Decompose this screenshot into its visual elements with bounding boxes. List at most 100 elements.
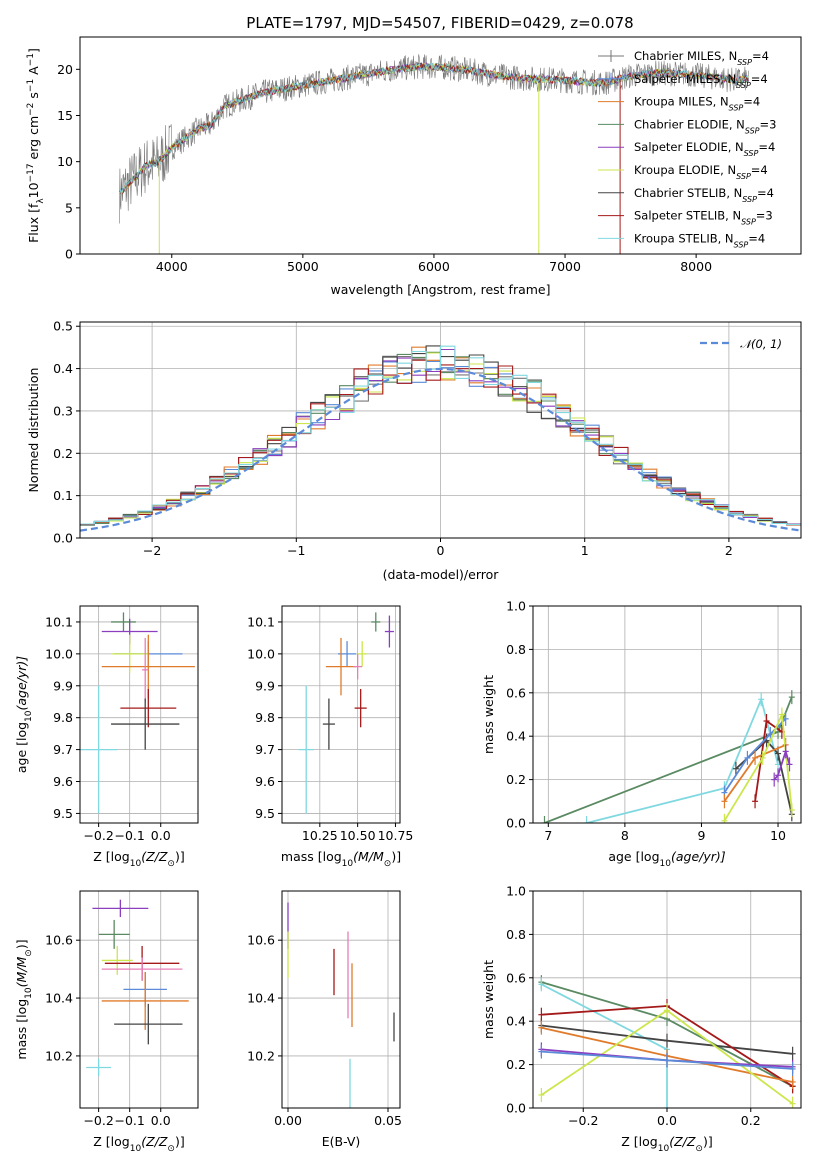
y-tick-label: 9.7 [255,742,275,757]
x-tick-label: 10.75 [378,828,414,843]
y-tick-label: 5 [65,200,73,215]
legend-entry-sub: SSP [744,149,759,158]
x-axis-label: Z [log10(Z/Z⊙)] [621,1134,712,1154]
y-axis-label-part: ⊙ [24,949,34,957]
y-tick-label: 0.0 [506,816,526,831]
x-tick-label: 10 [770,828,786,843]
weight-line [586,696,779,823]
x-axis-label: mass [log10(M/M⊙)] [281,849,401,869]
legend-entry-sub: SSP [736,172,751,181]
x-tick-label: 0 [437,543,445,558]
legend-entry-tail: =4 [751,163,768,177]
legend-entry-name: Kroupa MILES, N [634,95,729,109]
y-axis-label-part: λ [36,198,46,204]
legend-entry-name: Salpeter ELODIE, N [634,140,744,154]
y-axis-label-part: −1 [26,53,36,66]
x-axis-label-part: age [log [608,849,659,864]
x-tick-label: 5000 [287,259,319,274]
axes-frame [281,890,401,1109]
y-tick-label: 10.6 [45,933,73,948]
x-tick-label: 0.05 [374,1113,402,1128]
x-tick-label: 10.25 [302,828,338,843]
x-tick-label: 7 [544,828,552,843]
y-tick-label: 0.4 [506,1014,526,1029]
y-tick-label: 10.6 [247,933,275,948]
x-axis-label: (data-model)/error [383,567,500,582]
residual-histogram-panel: −2 −1 0 1 2 0.0 0.1 0.2 0.3 0.4 0.5 (data-model)/er… [26,319,802,582]
legend-entry-name: Salpeter STELIB, N [634,209,741,223]
x-axis-label-part: (Z/Z [141,849,168,864]
x-axis-label-part: 10 [130,1144,142,1154]
x-axis-label-part: Z [log [621,1134,657,1149]
x-axis-label-part: (Z/Z [141,1134,168,1149]
y-tick-label: 9.9 [255,678,275,693]
x-tick-label: 7000 [549,259,581,274]
y-tick-label: 0.4 [53,361,73,376]
y-tick-label: 9.5 [255,806,275,821]
y-tick-label: 0.2 [53,446,73,461]
plot-area [80,612,195,814]
legend-entry: Kroupa STELIB, NSSP=4 [634,231,765,249]
y-axis-label-part: −1 [26,79,36,92]
y-axis-label: Flux [fλ10−17 erg cm−2 s−1 A−1] [26,48,46,243]
y-tick-label: 9.8 [53,710,73,725]
y-tick-label: 0.2 [506,772,526,787]
y-tick-label: 9.5 [53,806,73,821]
legend: Chabrier MILES, NSSP=4 Salpeter MILES, NS… [598,49,776,249]
mass-weight-vs-metallicity-panel: −0.2 0.0 0.2 0.0 0.2 0.4 0.6 0.8 1.0 Z [log10(Z/Z… [481,884,802,1154]
y-tick-label: 0.5 [53,319,73,334]
y-tick-label: 9.6 [53,774,73,789]
y-tick-label: 1.0 [506,599,526,614]
weight-line [540,983,668,1108]
plot-area [541,690,795,823]
x-axis-label-part: )] [175,849,185,864]
legend-entry: Chabrier ELODIE, NSSP=3 [634,117,776,135]
y-tick-label: 15 [57,108,73,123]
y-axis-label-part: age [log [14,722,29,773]
x-tick-label: 10.50 [340,828,376,843]
x-axis-label-part: ⊙ [384,859,392,869]
y-axis-label-part: A [26,66,41,79]
y-tick-label: 9.6 [255,774,275,789]
axes-frame [532,605,802,824]
y-tick-label: 0 [65,247,73,262]
legend-entry: 𝒩(0, 1) [740,337,782,351]
x-tick-label: −0.2 [83,828,113,843]
y-tick-label: 9.7 [53,742,73,757]
x-tick-label: −0.2 [83,1113,113,1128]
x-axis-label: age [log10(age/yr)] [608,849,725,869]
y-tick-label: 0.1 [53,488,73,503]
legend-entry-name: Kroupa STELIB, N [634,231,734,245]
age-vs-metallicity-panel: −0.2 −0.1 0.0 9.5 9.6 9.7 9.8 9.9 10.0 10.1 Z [log… [14,605,199,869]
x-axis-label-part: ⊙ [167,859,175,869]
y-tick-label: 0.4 [506,729,526,744]
legend-entry-sub: SSP [729,103,744,112]
y-tick-label: 10.1 [45,614,73,629]
x-tick-label: 4000 [156,259,188,274]
plot-area [287,902,395,1108]
y-axis-label: age [log10(age/yr)] [14,656,34,773]
y-tick-label: 10.2 [45,1048,73,1063]
legend-entry-sub: SSP [742,194,757,203]
x-tick-label: 0.0 [151,1113,171,1128]
y-tick-label: 0.0 [506,1101,526,1116]
plot-area [538,975,796,1108]
y-tick-label: 0.8 [506,927,526,942]
legend-entry: Salpeter STELIB, NSSP=3 [634,209,773,227]
y-tick-label: 10 [57,154,73,169]
age-vs-mass-panel: 10.25 10.50 10.75 9.5 9.6 9.7 9.8 9.9 10.0 10.1 ma… [247,605,414,869]
x-axis-label-part: 10 [130,859,142,869]
x-tick-label: −1 [287,543,305,558]
x-tick-label: 8 [621,828,629,843]
legend-entry: Kroupa MILES, NSSP=4 [634,95,760,113]
y-axis-label-part: (age/yr)] [14,656,29,711]
x-tick-label: 0.2 [741,1113,761,1128]
legend-entry: Chabrier MILES, NSSP=4 [634,49,769,67]
legend-entry-tail: =4 [751,72,768,86]
legend-entry: Salpeter MILES, NSSP=4 [634,72,768,90]
legend-entry-name: Kroupa ELODIE, N [634,163,736,177]
legend-entry-tail: =4 [752,49,769,63]
normal-curve [80,367,801,532]
y-axis-label-part: erg cm [26,116,41,164]
